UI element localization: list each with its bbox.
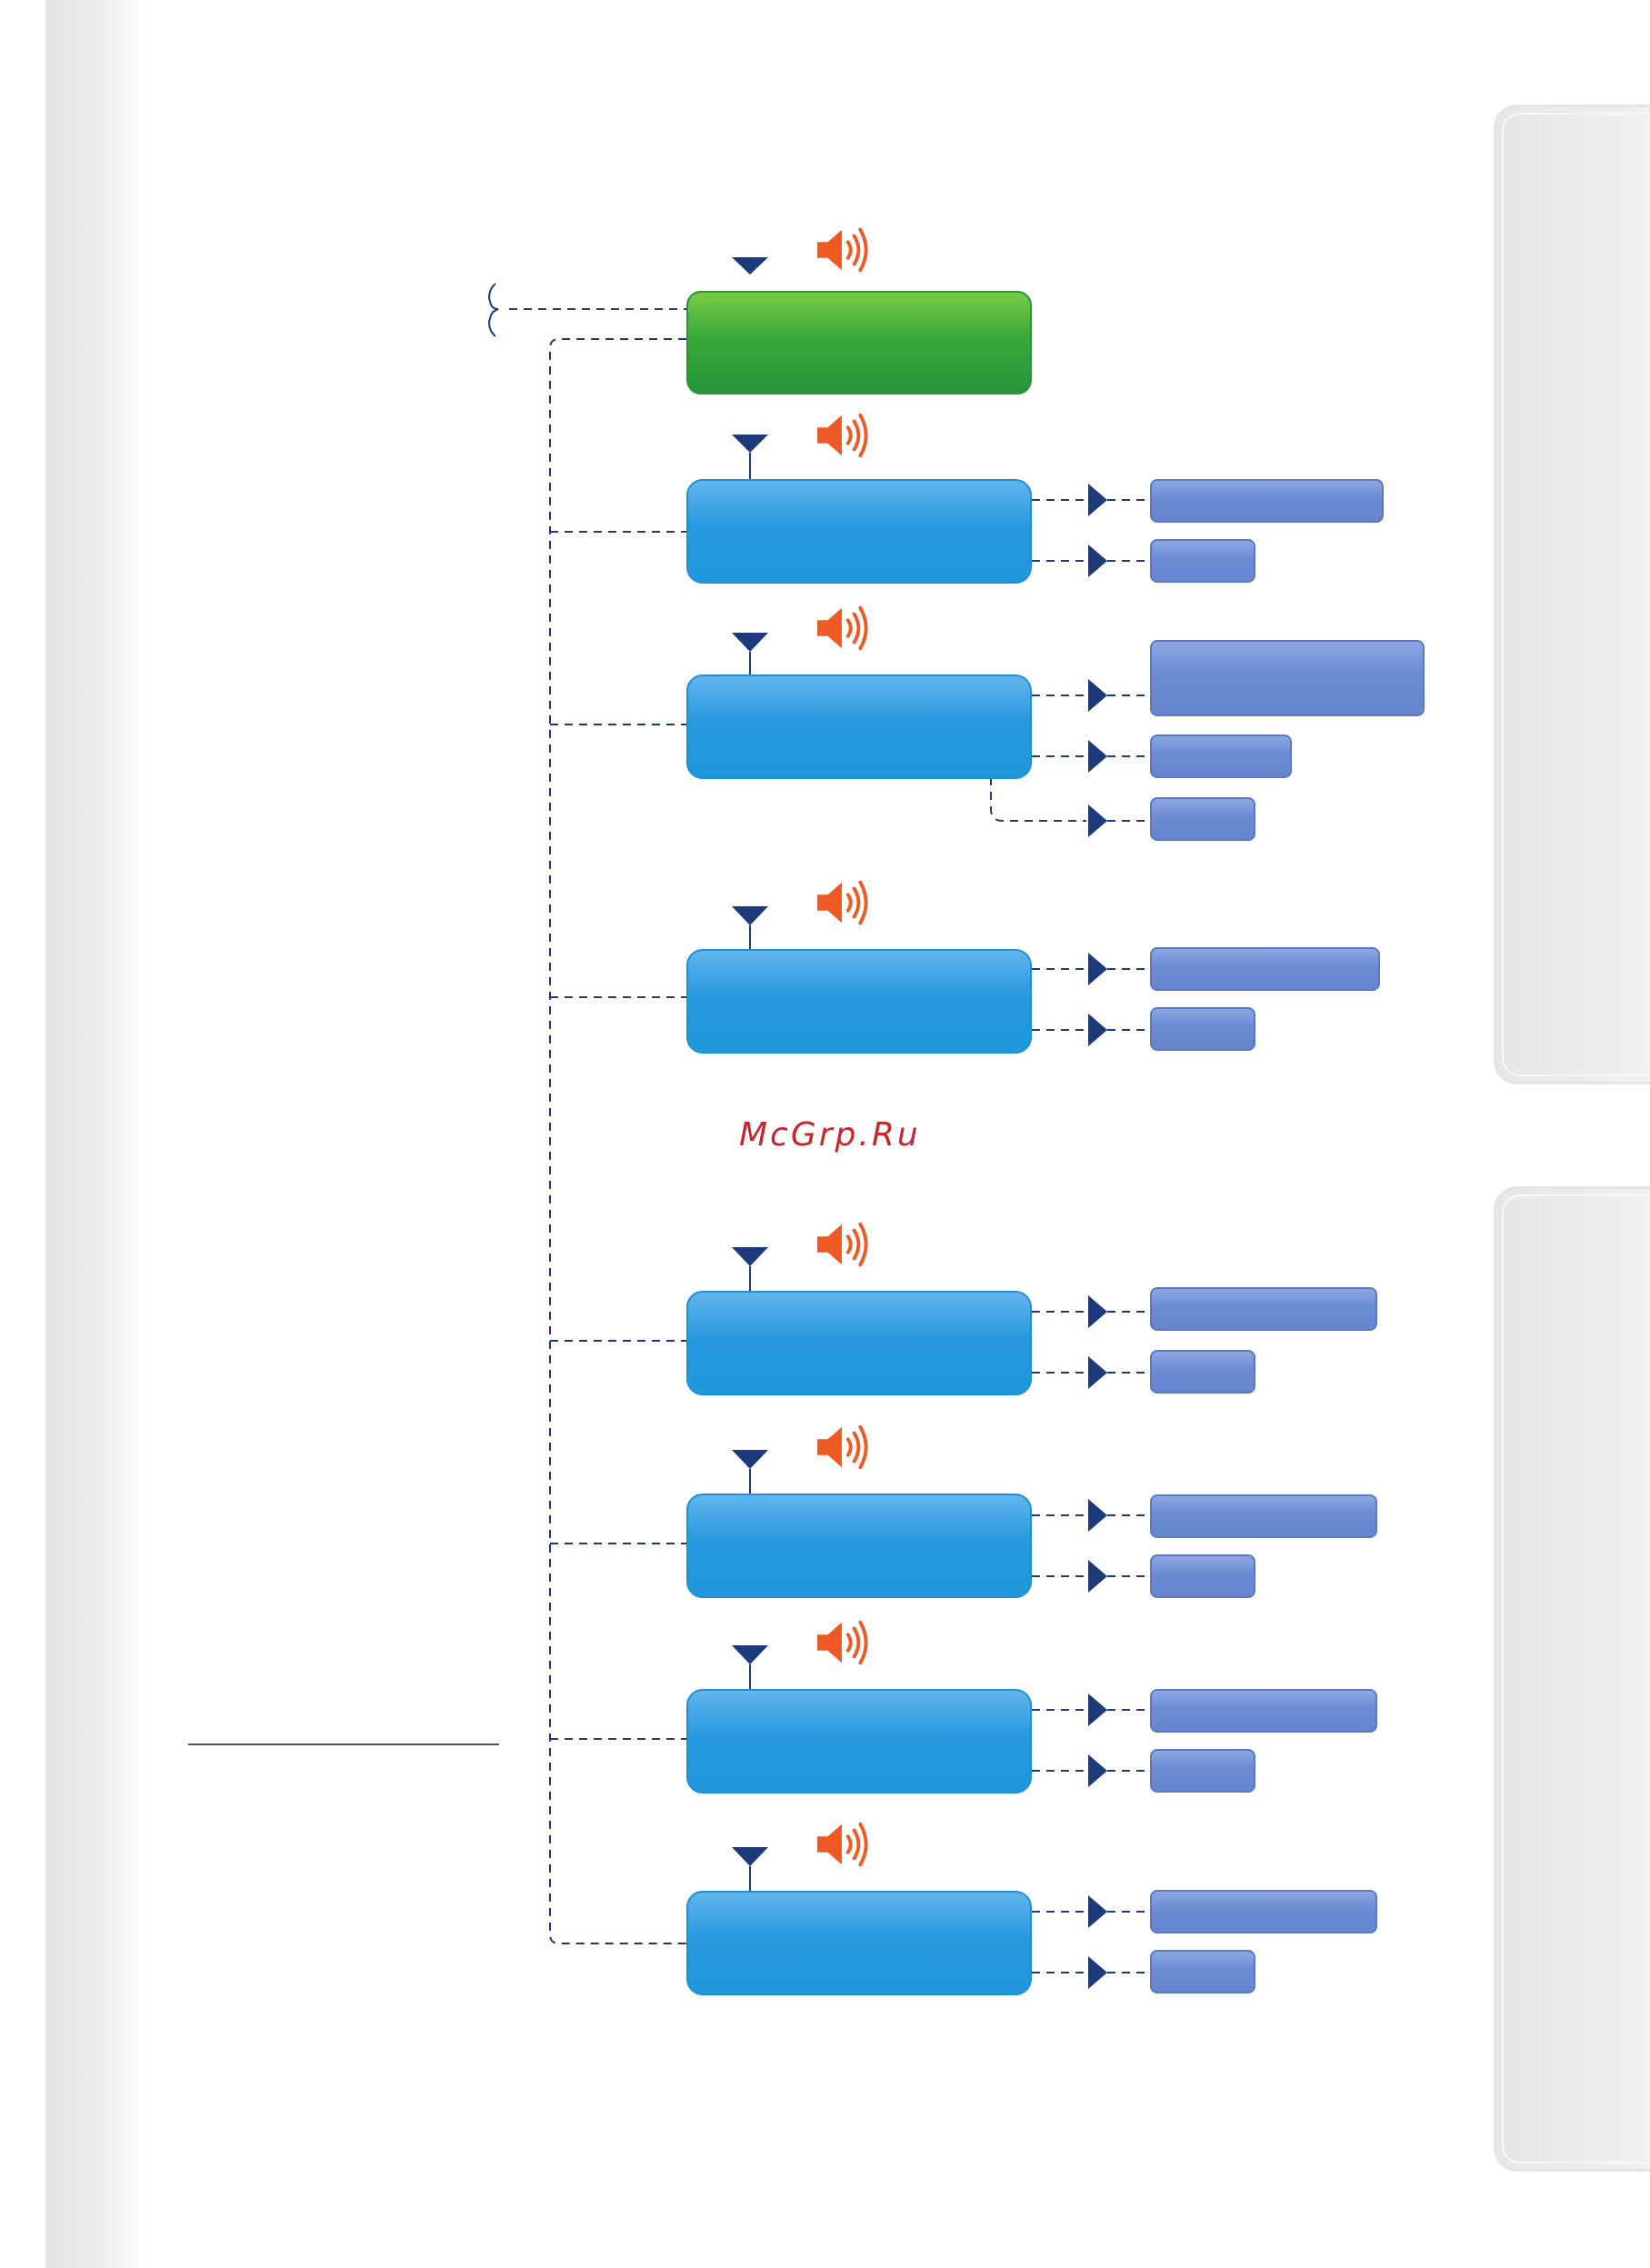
option-pill[interactable]	[1150, 1950, 1255, 1993]
triangle-right-icon	[1088, 1295, 1107, 1328]
option-pill[interactable]	[1150, 479, 1384, 523]
option-pill[interactable]	[1150, 1350, 1255, 1394]
page-left-shade	[0, 0, 150, 2268]
triangle-down-icon	[732, 906, 768, 925]
triangle-down-icon	[732, 257, 768, 275]
option-pill[interactable]	[1150, 797, 1255, 841]
triangle-right-icon	[1088, 1014, 1107, 1046]
speaker-icon[interactable]	[815, 1423, 870, 1472]
option-pill[interactable]	[1150, 640, 1425, 716]
option-pill[interactable]	[1150, 539, 1255, 583]
triangle-down-icon	[732, 435, 768, 453]
triangle-right-icon	[1088, 1754, 1107, 1787]
triangle-right-icon	[1088, 545, 1107, 577]
triangle-right-icon	[1088, 1694, 1107, 1726]
menu-node[interactable]	[686, 1891, 1032, 1995]
menu-node[interactable]	[686, 1689, 1032, 1793]
triangle-down-icon	[732, 633, 768, 652]
triangle-right-icon	[1088, 804, 1107, 837]
brace-icon	[487, 283, 499, 337]
triangle-right-icon	[1088, 679, 1107, 712]
menu-node[interactable]	[686, 674, 1032, 779]
watermark-text: McGrp.Ru	[739, 1116, 921, 1154]
speaker-icon[interactable]	[815, 1820, 870, 1869]
menu-node[interactable]	[686, 949, 1032, 1054]
option-pill[interactable]	[1150, 1890, 1377, 1933]
menu-node[interactable]	[686, 479, 1032, 584]
speaker-icon[interactable]	[815, 1618, 870, 1667]
option-pill[interactable]	[1150, 734, 1292, 778]
menu-node[interactable]	[686, 1291, 1032, 1395]
triangle-right-icon	[1088, 1499, 1107, 1532]
triangle-down-icon	[732, 1645, 768, 1664]
side-tab-lower[interactable]	[1494, 1186, 1650, 2172]
side-tab-upper[interactable]	[1494, 105, 1650, 1084]
triangle-right-icon	[1088, 740, 1107, 773]
speaker-icon[interactable]	[815, 1220, 870, 1269]
option-pill[interactable]	[1150, 1689, 1377, 1733]
root-menu-node[interactable]	[686, 291, 1032, 395]
triangle-down-icon	[732, 1450, 768, 1469]
triangle-right-icon	[1088, 484, 1107, 516]
speaker-icon[interactable]	[815, 411, 870, 460]
option-pill[interactable]	[1150, 1554, 1255, 1598]
triangle-right-icon	[1088, 1356, 1107, 1389]
menu-node[interactable]	[686, 1494, 1032, 1598]
triangle-right-icon	[1088, 1560, 1107, 1593]
speaker-icon[interactable]	[815, 604, 870, 653]
speaker-icon[interactable]	[815, 878, 870, 927]
footnote-rule	[188, 1743, 499, 1745]
triangle-down-icon	[732, 1247, 768, 1266]
option-pill[interactable]	[1150, 1007, 1255, 1051]
triangle-right-icon	[1088, 1895, 1107, 1928]
option-pill[interactable]	[1150, 1494, 1377, 1538]
triangle-right-icon	[1088, 1956, 1107, 1989]
triangle-down-icon	[732, 1847, 768, 1866]
speaker-icon[interactable]	[815, 225, 870, 275]
option-pill[interactable]	[1150, 947, 1380, 991]
option-pill[interactable]	[1150, 1749, 1255, 1793]
triangle-right-icon	[1088, 953, 1107, 985]
option-pill[interactable]	[1150, 1287, 1377, 1331]
